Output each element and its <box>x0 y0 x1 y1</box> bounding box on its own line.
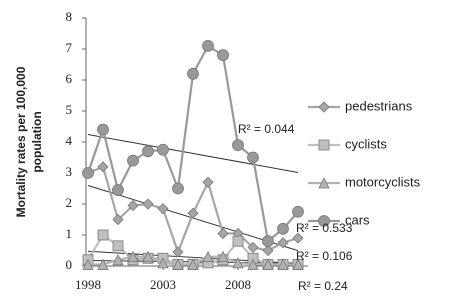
marker <box>292 258 304 270</box>
y-tick-label: 7 <box>66 40 73 55</box>
marker <box>112 184 124 196</box>
marker <box>142 250 154 263</box>
marker <box>202 176 214 188</box>
marker <box>97 258 109 270</box>
y-tick-label: 0 <box>66 257 73 272</box>
marker <box>172 246 184 258</box>
marker <box>277 222 289 235</box>
marker <box>262 235 274 248</box>
annotation: R² = 0.24 <box>298 279 348 293</box>
marker <box>112 253 124 266</box>
marker <box>277 258 289 270</box>
x-tick-label: 1998 <box>75 277 101 292</box>
marker <box>172 182 184 195</box>
marker <box>292 205 304 218</box>
marker <box>232 235 244 247</box>
marker <box>82 258 94 270</box>
legend-label: cars <box>345 212 370 227</box>
marker <box>202 250 214 263</box>
marker <box>127 250 139 263</box>
marker <box>142 198 154 210</box>
marker <box>142 145 154 158</box>
y-tick-label: 2 <box>66 195 73 210</box>
marker <box>127 154 139 167</box>
legend-marker <box>318 177 330 189</box>
x-tick-label: 2008 <box>225 277 251 292</box>
marker <box>232 139 244 152</box>
y-label: Mortality rates per 100,000 <box>14 66 28 217</box>
marker <box>217 250 229 263</box>
marker <box>292 232 304 244</box>
x-tick-label: 2003 <box>150 277 176 292</box>
legend-marker <box>318 101 330 113</box>
marker <box>157 257 169 269</box>
marker <box>127 199 139 212</box>
marker <box>247 258 259 270</box>
marker <box>217 49 229 62</box>
marker <box>82 167 94 179</box>
marker <box>247 151 259 164</box>
legend-marker <box>318 139 330 151</box>
marker <box>97 161 109 173</box>
marker <box>247 241 259 253</box>
marker <box>202 40 214 52</box>
legend-label: motorcyclists <box>345 174 421 189</box>
y-tick-label: 1 <box>66 226 73 241</box>
annotation: R² = 0.106 <box>296 249 353 263</box>
marker <box>112 213 124 226</box>
marker <box>187 67 199 80</box>
marker <box>157 203 169 215</box>
y-tick-label: 4 <box>66 133 73 148</box>
marker <box>157 143 169 156</box>
marker <box>97 123 109 136</box>
marker <box>262 244 274 257</box>
y-tick-label: 6 <box>66 71 73 86</box>
y-tick-label: 3 <box>66 164 73 179</box>
annotation: R² = 0.044 <box>238 122 295 136</box>
legend-marker <box>318 215 330 227</box>
y-tick-label: 5 <box>66 102 73 117</box>
y-label: population <box>30 111 44 172</box>
legend-label: pedestrians <box>345 98 413 113</box>
marker <box>112 240 124 252</box>
marker <box>217 227 229 240</box>
marker <box>262 258 274 270</box>
marker <box>232 257 244 269</box>
marker <box>277 237 289 249</box>
marker <box>97 229 109 241</box>
legend-label: cyclists <box>345 136 387 151</box>
marker <box>172 258 184 270</box>
marker <box>187 258 199 270</box>
marker <box>187 207 199 219</box>
y-tick-label: 8 <box>66 9 73 24</box>
trend-line <box>87 133 299 173</box>
annotation: R² = 0.533 <box>296 221 353 235</box>
